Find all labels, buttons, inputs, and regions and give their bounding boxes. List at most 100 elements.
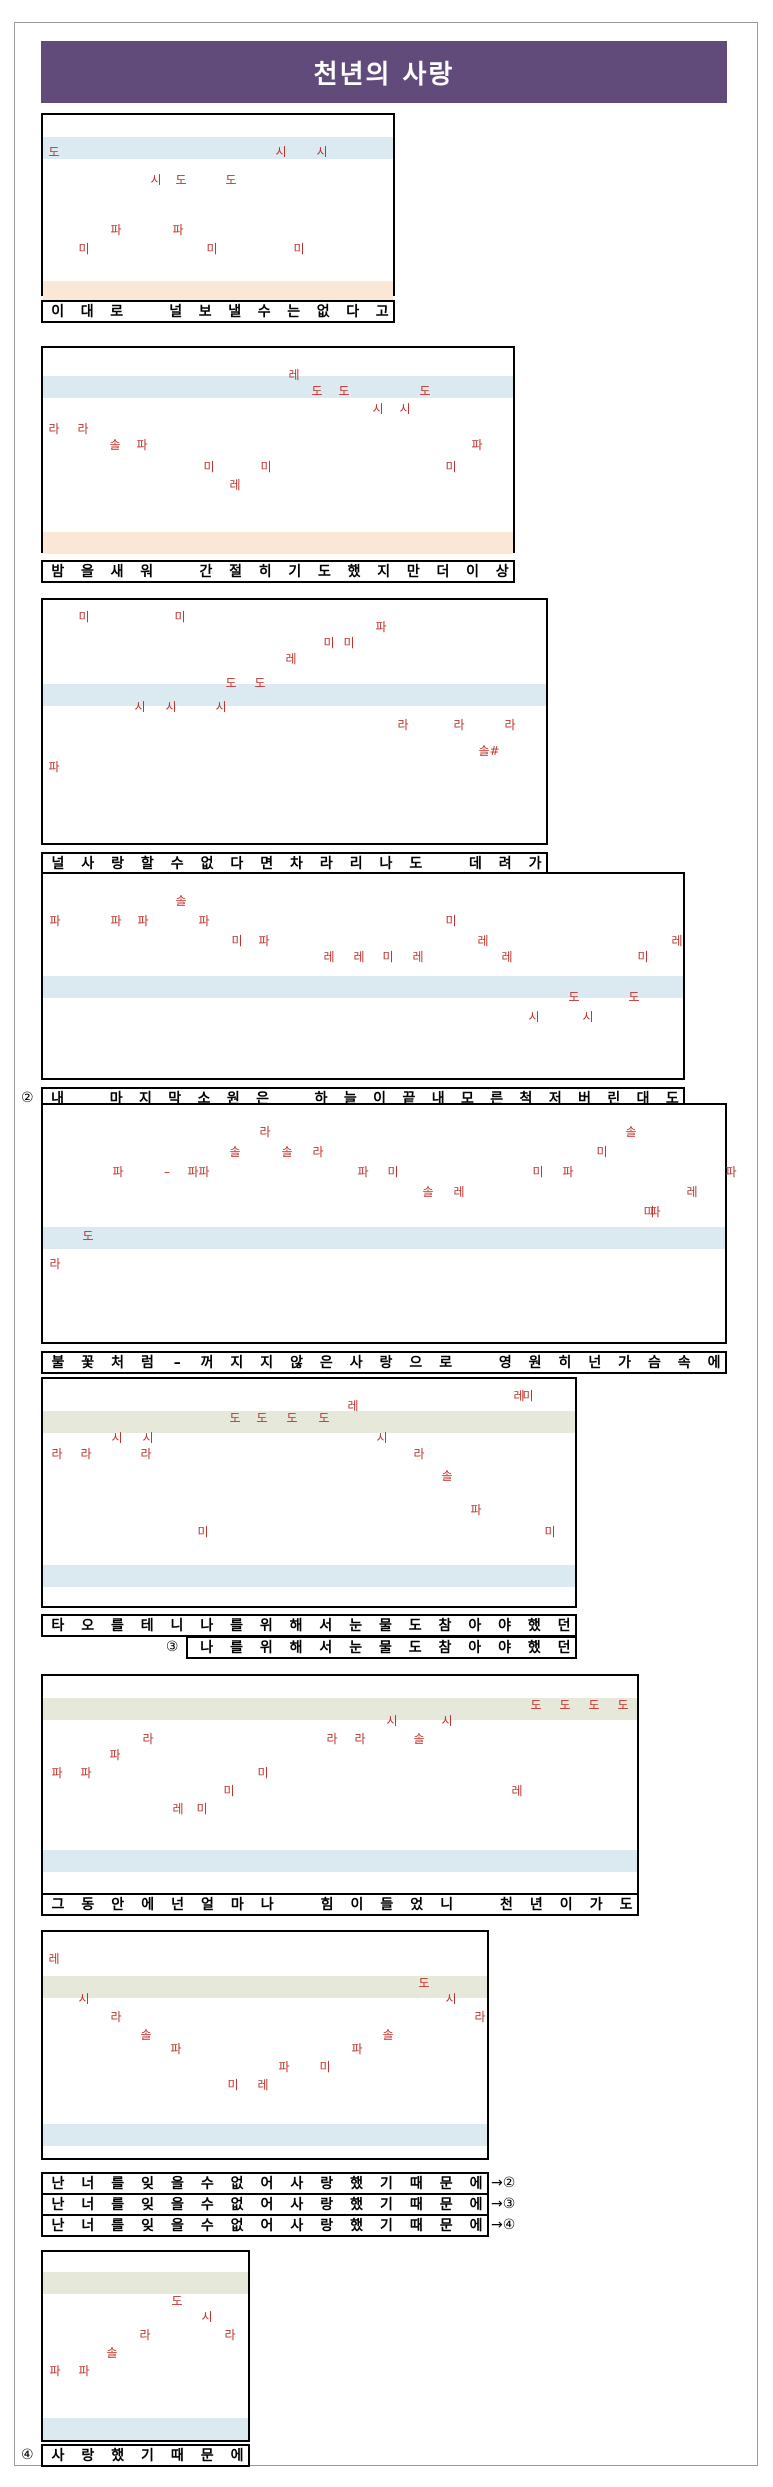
note: 솔 (422, 1185, 434, 1199)
note: 시 (215, 700, 227, 714)
lyric-syllable: 넌 (171, 1897, 184, 1913)
note: 도 (559, 1698, 571, 1712)
staff-band (43, 976, 683, 998)
lyric-syllable: 절 (229, 564, 243, 580)
note: 미 (227, 2078, 239, 2092)
lyric-syllable: 간 (199, 564, 213, 580)
lyric-syllable: 상 (495, 564, 509, 580)
note: 레 (477, 934, 489, 948)
note: 솔 (229, 1145, 241, 1159)
note: 파 (649, 1205, 661, 1219)
lyric-syllable: 를 (111, 2176, 125, 2192)
lyric-syllable: 을 (170, 2197, 184, 2213)
note: 라 (142, 1732, 154, 1746)
lyric-syllable: 참 (438, 1640, 452, 1656)
lyric-syllable: 도 (317, 564, 331, 580)
note: 미 (223, 1784, 235, 1798)
lyric-syllable: 잊 (141, 2218, 154, 2234)
lyric-syllable: 가 (589, 1897, 603, 1913)
lyric-syllable: 때 (409, 2197, 423, 2213)
lyric-syllable: 없 (230, 2176, 244, 2192)
note: 시 (165, 700, 177, 714)
note: 레 (671, 934, 683, 948)
note: 라 (140, 1447, 152, 1461)
note: 미 (544, 1525, 556, 1539)
lyric-syllable: 난 (51, 2218, 65, 2234)
lyric-syllable: 밤 (51, 564, 65, 580)
lyric-syllable: 사 (349, 1355, 363, 1371)
lyric-syllable: 나 (260, 1897, 274, 1913)
lyric-syllable: 고 (375, 304, 389, 320)
staff-band (43, 2272, 248, 2294)
lyric-syllable: 사 (290, 2176, 304, 2192)
lyric-syllable: 에 (469, 2218, 483, 2234)
lyric-syllable: 기 (141, 2448, 154, 2464)
note: 레 (288, 368, 300, 382)
note: 솔 (413, 1732, 425, 1746)
lyric-syllable: 년 (529, 1897, 543, 1913)
lyric-syllable: 를 (230, 1618, 243, 1634)
lyric-syllable: 속 (677, 1355, 691, 1371)
lyric-syllable: 더 (436, 564, 450, 580)
lyric-syllable: 영 (498, 1355, 512, 1371)
lyric-syllable: 원 (528, 1355, 542, 1371)
lyric-syllable: 차 (290, 856, 303, 872)
note: 파 (80, 1766, 92, 1780)
staff-band (43, 1698, 637, 1720)
lyric-syllable: 사 (81, 856, 95, 872)
note: 솔 (140, 2028, 152, 2042)
note: 도 (175, 173, 187, 187)
lyric-syllable: 으 (409, 1355, 423, 1371)
lyric-syllable: 럼 (140, 1355, 154, 1371)
note: 라 (453, 718, 465, 732)
staff-band (43, 2418, 248, 2440)
lyric-syllable: 눈 (349, 1618, 363, 1634)
note: 레 (353, 950, 365, 964)
lyric-syllable: 가 (618, 1355, 632, 1371)
lyric-syllable: 없 (316, 304, 330, 320)
lyric-syllable: 었 (410, 1897, 424, 1913)
note: 솔 (109, 438, 121, 452)
note: 미 (387, 1165, 399, 1179)
lyric-syllable: 불 (51, 1355, 65, 1371)
lyric-syllable: 만 (406, 564, 420, 580)
note: 도 (256, 1411, 268, 1425)
lyric-syllable: 보 (198, 304, 212, 320)
note: 미 (78, 242, 90, 256)
note: 레 (229, 478, 241, 492)
note: 라 (259, 1125, 271, 1139)
repeat-marker: ③ (165, 1639, 179, 1655)
note: 파 (110, 223, 122, 237)
note: 파 (49, 914, 61, 928)
lyric-syllable: 니 (440, 1897, 454, 1913)
lyric-syllable: 수 (200, 2197, 214, 2213)
lyric-syllable: 데 (468, 856, 482, 872)
lyric-syllable: 로 (439, 1355, 453, 1371)
note: 도 (628, 990, 640, 1004)
note: 시 (399, 402, 411, 416)
lyric-syllable: 했 (527, 1618, 541, 1634)
note: 라 (80, 1447, 92, 1461)
lyric-syllable: 새 (110, 564, 124, 580)
note: 라 (354, 1732, 366, 1746)
lyric-syllable: 꽃 (81, 1355, 95, 1371)
note: 미 (445, 914, 457, 928)
lyric-syllable: 눈 (349, 1640, 363, 1656)
lyric-syllable: 들 (380, 1897, 394, 1913)
lyric-syllable: 에 (469, 2176, 483, 2192)
note: 시 (275, 145, 287, 159)
lyric-syllable: 난 (51, 2197, 65, 2213)
lyric-syllable: 다 (346, 304, 360, 320)
note: 시 (445, 1992, 457, 2006)
lyric-syllable: 을 (80, 564, 94, 580)
lyric-syllable: 가 (528, 856, 542, 872)
note: 도 (318, 1411, 330, 1425)
note: 미 (343, 636, 355, 650)
jump-marker: →④ (491, 2217, 516, 2233)
lyric-syllable: 꺼 (200, 1355, 214, 1371)
lyric-syllable: 잊 (141, 2176, 154, 2192)
lyric-syllable: 에 (141, 1897, 155, 1913)
note: 솔# (478, 744, 500, 758)
